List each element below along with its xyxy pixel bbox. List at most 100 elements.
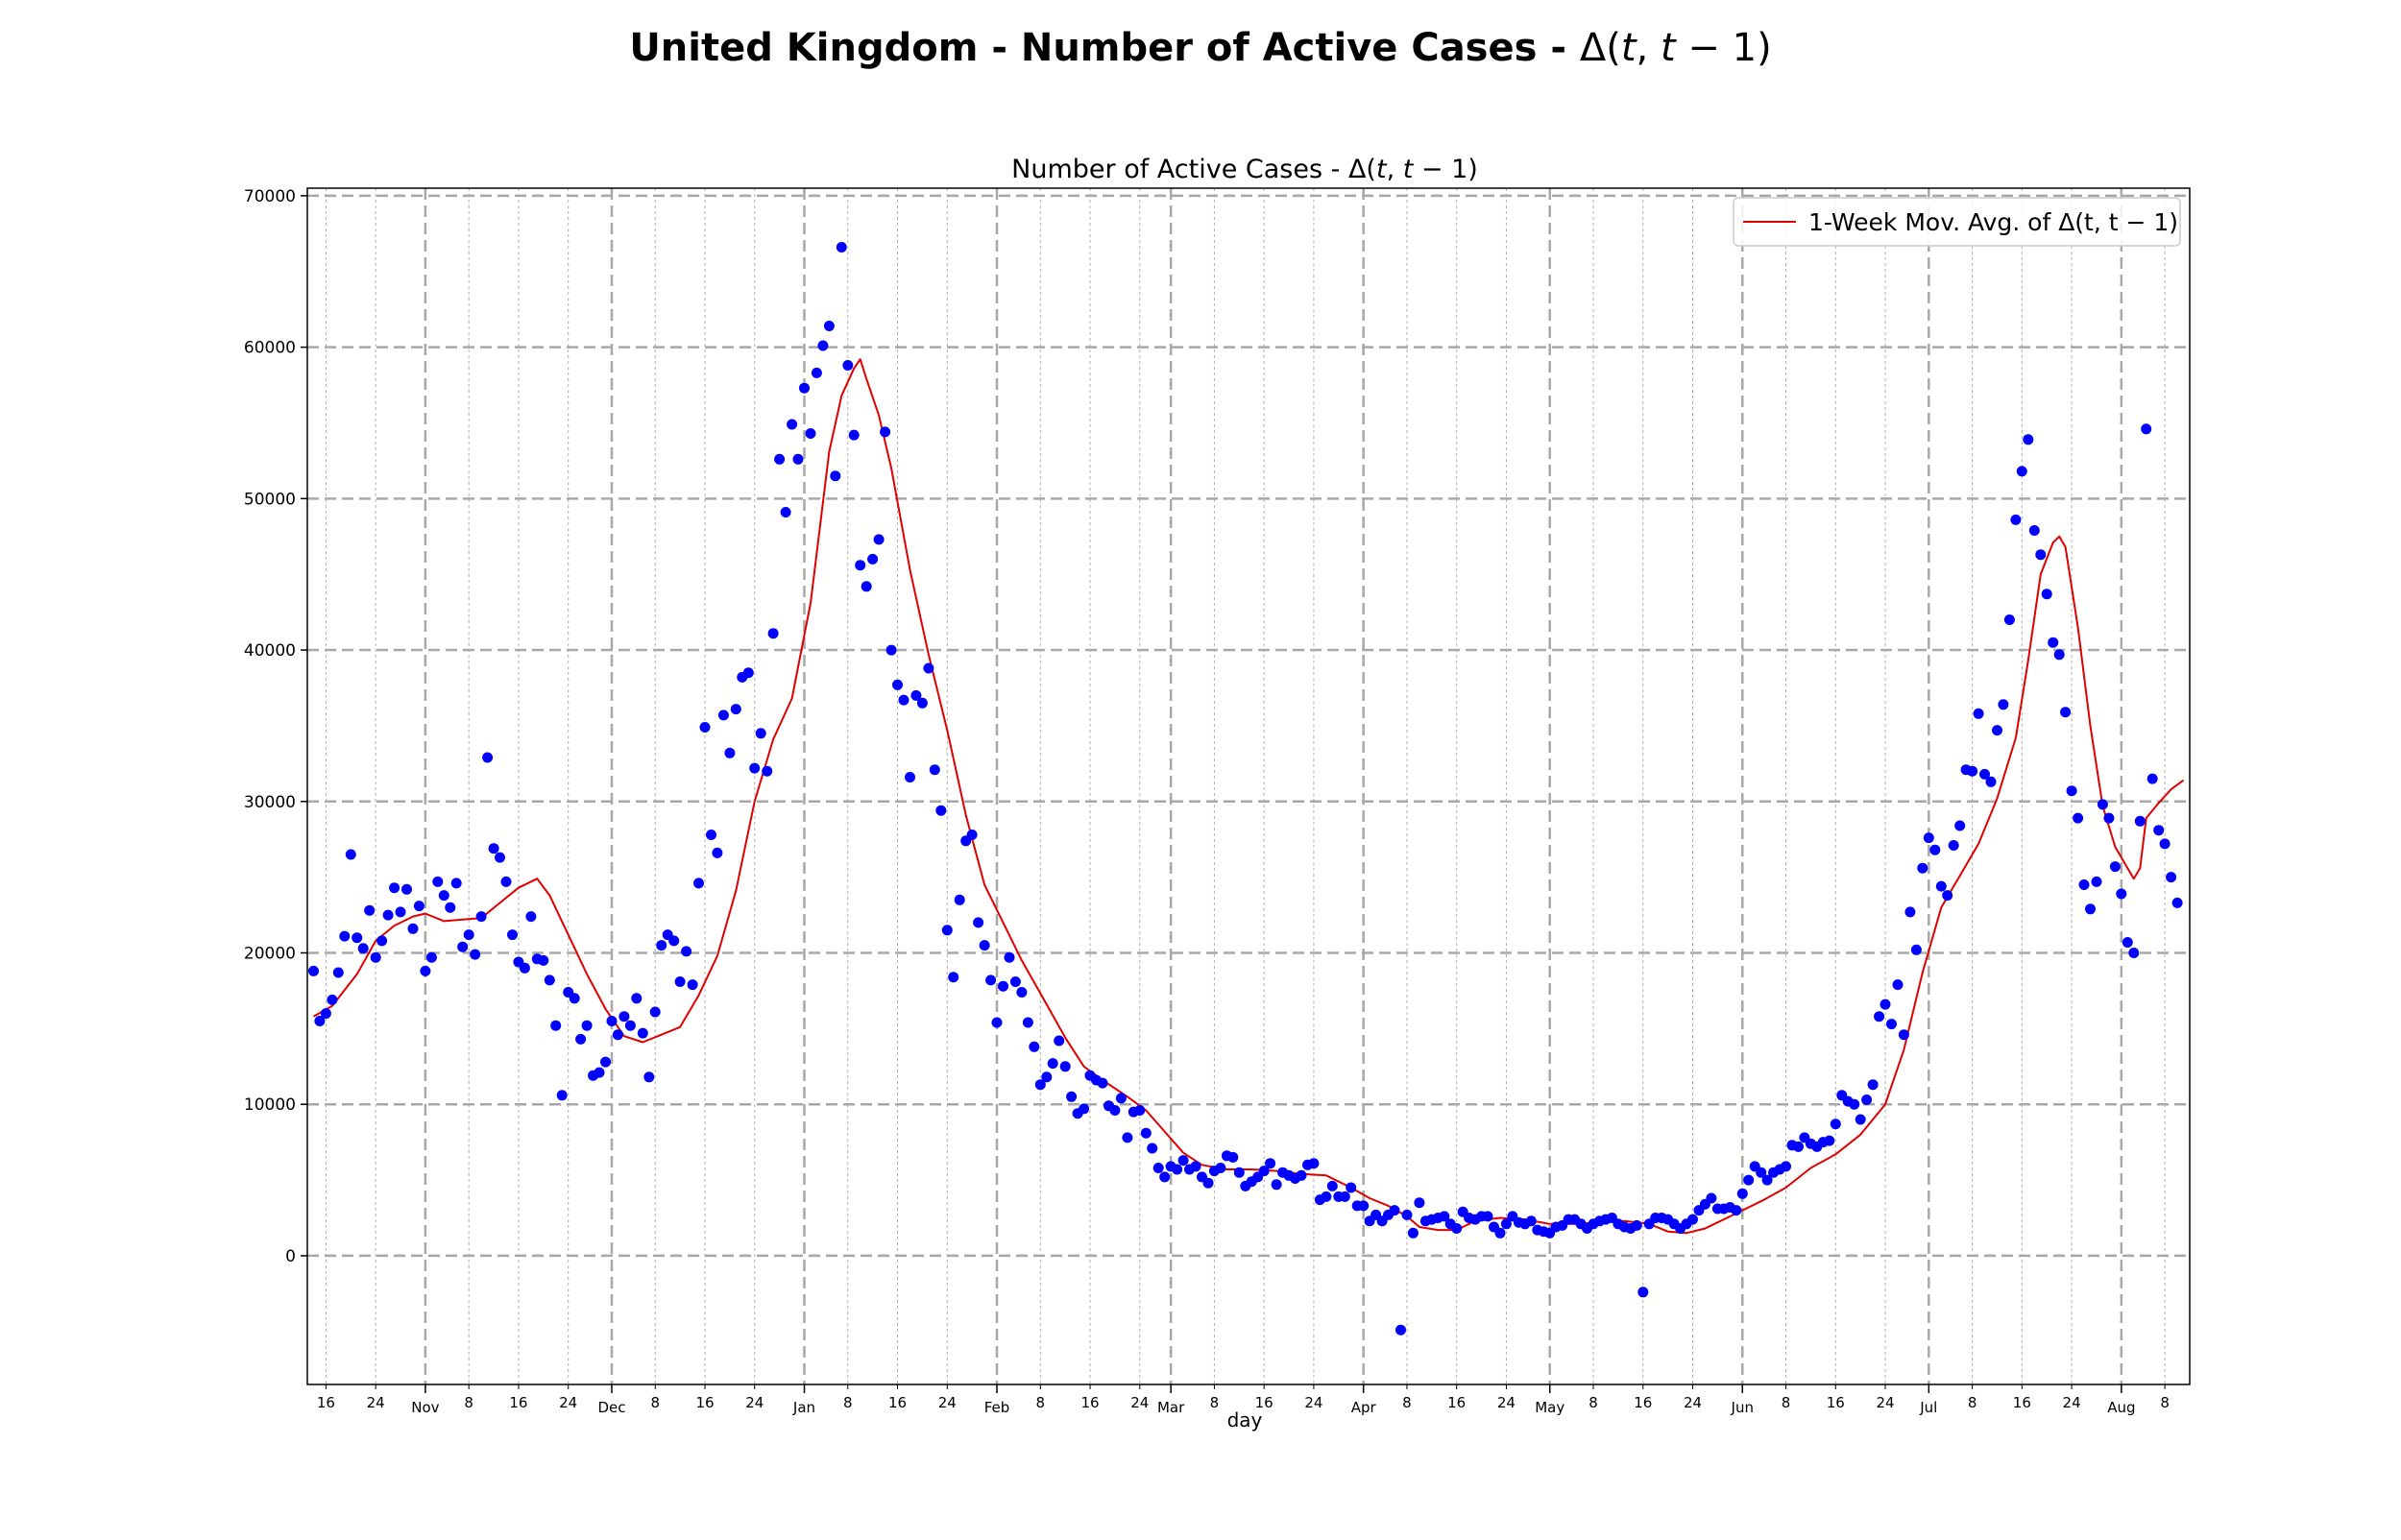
y-tick-label: 0 xyxy=(285,1247,296,1266)
data-point xyxy=(998,980,1008,992)
data-point xyxy=(823,321,835,331)
data-point xyxy=(699,722,711,733)
data-point xyxy=(1321,1191,1332,1202)
data-point xyxy=(2003,614,2015,625)
data-point xyxy=(1009,976,1021,987)
data-point xyxy=(357,943,369,954)
data-point xyxy=(2141,423,2152,435)
data-point xyxy=(1494,1227,1506,1239)
data-point xyxy=(1271,1179,1282,1191)
data-point xyxy=(1134,1105,1146,1116)
data-point xyxy=(2048,637,2059,648)
data-point xyxy=(885,644,897,656)
data-point xyxy=(923,662,934,674)
x-tick-label: 8 xyxy=(650,1394,660,1411)
data-point xyxy=(1637,1287,1649,1298)
data-point xyxy=(880,426,891,438)
data-point xyxy=(1904,906,1916,918)
data-point xyxy=(836,242,847,253)
data-point xyxy=(1898,1029,1909,1041)
data-point xyxy=(2159,838,2171,850)
data-point xyxy=(1954,820,1966,831)
data-point xyxy=(755,728,766,739)
data-point xyxy=(482,752,494,763)
data-point xyxy=(507,929,518,941)
data-point xyxy=(1389,1205,1400,1216)
data-point xyxy=(457,941,469,952)
data-point xyxy=(376,935,388,947)
y-tick-label: 10000 xyxy=(244,1095,296,1115)
data-point xyxy=(1706,1192,1717,1204)
data-point xyxy=(2041,589,2052,600)
data-point xyxy=(2060,707,2072,718)
data-point xyxy=(1004,951,1015,963)
data-point xyxy=(643,1071,655,1083)
data-point xyxy=(979,940,990,951)
data-point xyxy=(2073,812,2084,824)
data-point xyxy=(1097,1077,1108,1089)
data-point xyxy=(1687,1214,1698,1225)
data-point xyxy=(749,762,761,774)
y-axis-ticks: 0 10000 20000 30000 40000 50000 60000 70000 xyxy=(244,187,307,1266)
data-point xyxy=(954,894,965,905)
data-point xyxy=(935,805,947,816)
data-point xyxy=(787,419,798,430)
data-point xyxy=(1296,1169,1307,1181)
moving-average-line xyxy=(313,358,2185,1235)
scatter-points-layer xyxy=(308,242,2183,1335)
data-point xyxy=(905,772,915,782)
data-point xyxy=(320,1008,331,1020)
data-point xyxy=(1849,1098,1860,1110)
x-tick-label: 8 xyxy=(843,1394,853,1411)
data-point xyxy=(1935,880,1947,892)
data-point xyxy=(2053,649,2065,661)
data-point xyxy=(1855,1114,1866,1125)
data-point xyxy=(495,852,505,863)
x-tick-label: 8 xyxy=(1402,1394,1412,1411)
data-point xyxy=(1414,1197,1425,1209)
data-point xyxy=(2023,434,2034,445)
x-tick-label: 8 xyxy=(1589,1394,1598,1411)
x-tick-label-month: Apr xyxy=(1351,1399,1377,1416)
data-point xyxy=(1054,1035,1065,1047)
data-point xyxy=(848,429,860,441)
data-point xyxy=(445,902,456,913)
data-point xyxy=(2128,948,2140,958)
data-point xyxy=(569,993,580,1004)
data-point xyxy=(401,883,412,895)
plot-frame xyxy=(306,187,2191,1385)
data-point xyxy=(389,882,400,894)
data-point xyxy=(1500,1218,1512,1230)
x-tick-label: 24 xyxy=(1130,1394,1149,1411)
data-point xyxy=(550,1020,562,1031)
data-point xyxy=(892,679,903,690)
data-point xyxy=(1886,1019,1897,1030)
data-point xyxy=(345,849,356,860)
x-tick-label: 24 xyxy=(1497,1394,1516,1411)
x-tick-label-month: Feb xyxy=(984,1399,1010,1416)
data-point xyxy=(364,904,376,916)
data-point xyxy=(1979,768,1990,780)
x-tick-label-month: May xyxy=(1535,1399,1564,1416)
data-point xyxy=(1016,987,1028,998)
data-point xyxy=(575,1033,587,1045)
data-point xyxy=(811,367,822,378)
data-point xyxy=(1022,1017,1033,1028)
data-point xyxy=(432,876,444,887)
data-point xyxy=(1265,1158,1276,1169)
data-point xyxy=(339,930,351,942)
x-tick-label: 8 xyxy=(2160,1394,2170,1411)
data-point xyxy=(314,1016,326,1026)
data-point xyxy=(637,1027,648,1039)
data-point xyxy=(1401,1209,1413,1220)
data-point xyxy=(1066,1091,1078,1102)
minor-grid xyxy=(325,188,2166,1384)
data-point xyxy=(724,747,736,758)
data-point xyxy=(985,975,997,986)
x-tick-label-month: Jan xyxy=(792,1399,815,1416)
data-point xyxy=(618,1011,630,1023)
axes-title-t1: t xyxy=(1376,155,1388,184)
data-point xyxy=(556,1090,568,1101)
data-point xyxy=(687,979,698,991)
data-point xyxy=(1451,1223,1463,1234)
